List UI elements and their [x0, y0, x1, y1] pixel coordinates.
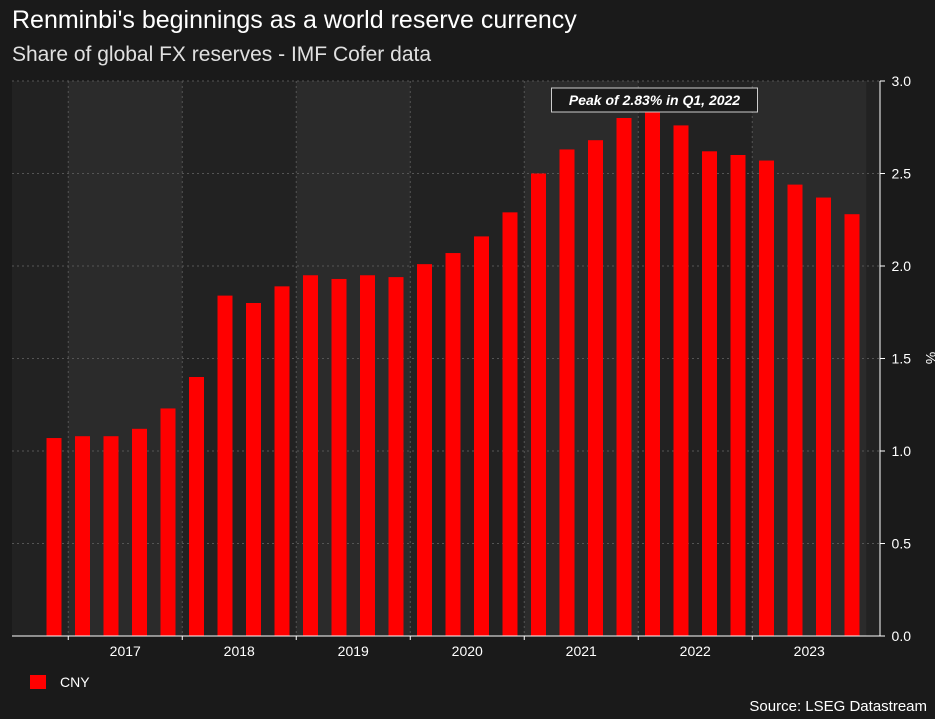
chart-subtitle: Share of global FX reserves - IMF Cofer …	[12, 43, 432, 66]
bar-cny-q4-2017	[160, 408, 176, 636]
x-tick-label: 2018	[224, 643, 255, 659]
y-tick-label: 0.0	[892, 628, 912, 644]
x-tick-label: 2023	[794, 643, 825, 659]
bar-cny-q4-2020	[502, 212, 518, 636]
bar-cny-q1-2022	[645, 112, 660, 636]
bar-cny-q3-2021	[588, 140, 603, 636]
bar-cny-q2-2022	[673, 125, 689, 637]
bar-cny-q3-2017	[132, 428, 147, 636]
annotation-box	[551, 87, 758, 113]
bar-cny-q3-2019	[360, 275, 375, 636]
bar-cny-q2-2020	[445, 253, 461, 637]
bar-cny-q1-2017	[75, 436, 90, 636]
bars	[46, 112, 860, 637]
bar-cny-q1-2021	[531, 173, 546, 636]
bar-cny-q2-2017	[103, 436, 119, 636]
x-tick-label: 2022	[680, 643, 711, 659]
bar-cny-q1-2018	[189, 377, 204, 636]
bar-cny-q3-2020	[474, 236, 489, 636]
bar-cny-q1-2020	[417, 264, 432, 636]
bar-cny-q3-2023	[816, 197, 831, 637]
x-tick-label: 2019	[338, 643, 369, 659]
legend[interactable]: CNY	[30, 674, 90, 690]
y-tick-label: 3.0	[892, 73, 912, 89]
legend-label-cny: CNY	[60, 674, 90, 690]
bar-cny-q3-2018	[246, 303, 261, 636]
y-tick-label: 1.5	[892, 351, 912, 367]
y-tick-label: 1.0	[892, 443, 912, 459]
bar-cny-q3-2022	[702, 151, 717, 637]
bar-cny-q2-2021	[559, 149, 575, 636]
bar-cny-q4-2018	[274, 286, 290, 636]
y-tick-label: 2.0	[892, 258, 912, 274]
y-tick-label: 0.5	[892, 536, 912, 552]
bar-cny-q4-2021	[616, 118, 632, 636]
x-tick-label: 2017	[110, 643, 141, 659]
bar-cny-q2-2023	[787, 184, 803, 636]
bar-cny-q2-2018	[217, 295, 233, 636]
chart-title: Renminbi's beginnings as a world reserve…	[12, 6, 577, 34]
bar-cny-q4-2016	[46, 438, 62, 636]
axes: 0.0 0.5 1.0 1.5 2.0 2.5 3.0 2017 2018 2019 2020 202…	[12, 73, 935, 659]
bar-cny-q4-2019	[388, 277, 404, 636]
bar-cny-q4-2022	[730, 155, 746, 636]
bar-cny-q2-2019	[331, 278, 347, 636]
y-axis-label: %	[923, 352, 935, 364]
legend-swatch-cny	[30, 675, 46, 689]
annotation-group: Peak of 2.83% in Q1, 2022	[551, 87, 758, 113]
bar-cny-q1-2023	[759, 160, 774, 637]
bar-cny-q4-2023	[844, 214, 860, 636]
x-tick-label: 2020	[452, 643, 483, 659]
x-tick-label: 2021	[566, 643, 597, 659]
annotation-text: Peak of 2.83% in Q1, 2022	[569, 92, 740, 108]
y-tick-label: 2.5	[892, 166, 912, 182]
source-note: Source: LSEG Datastream	[749, 698, 927, 715]
bar-cny-q1-2019	[303, 275, 318, 636]
